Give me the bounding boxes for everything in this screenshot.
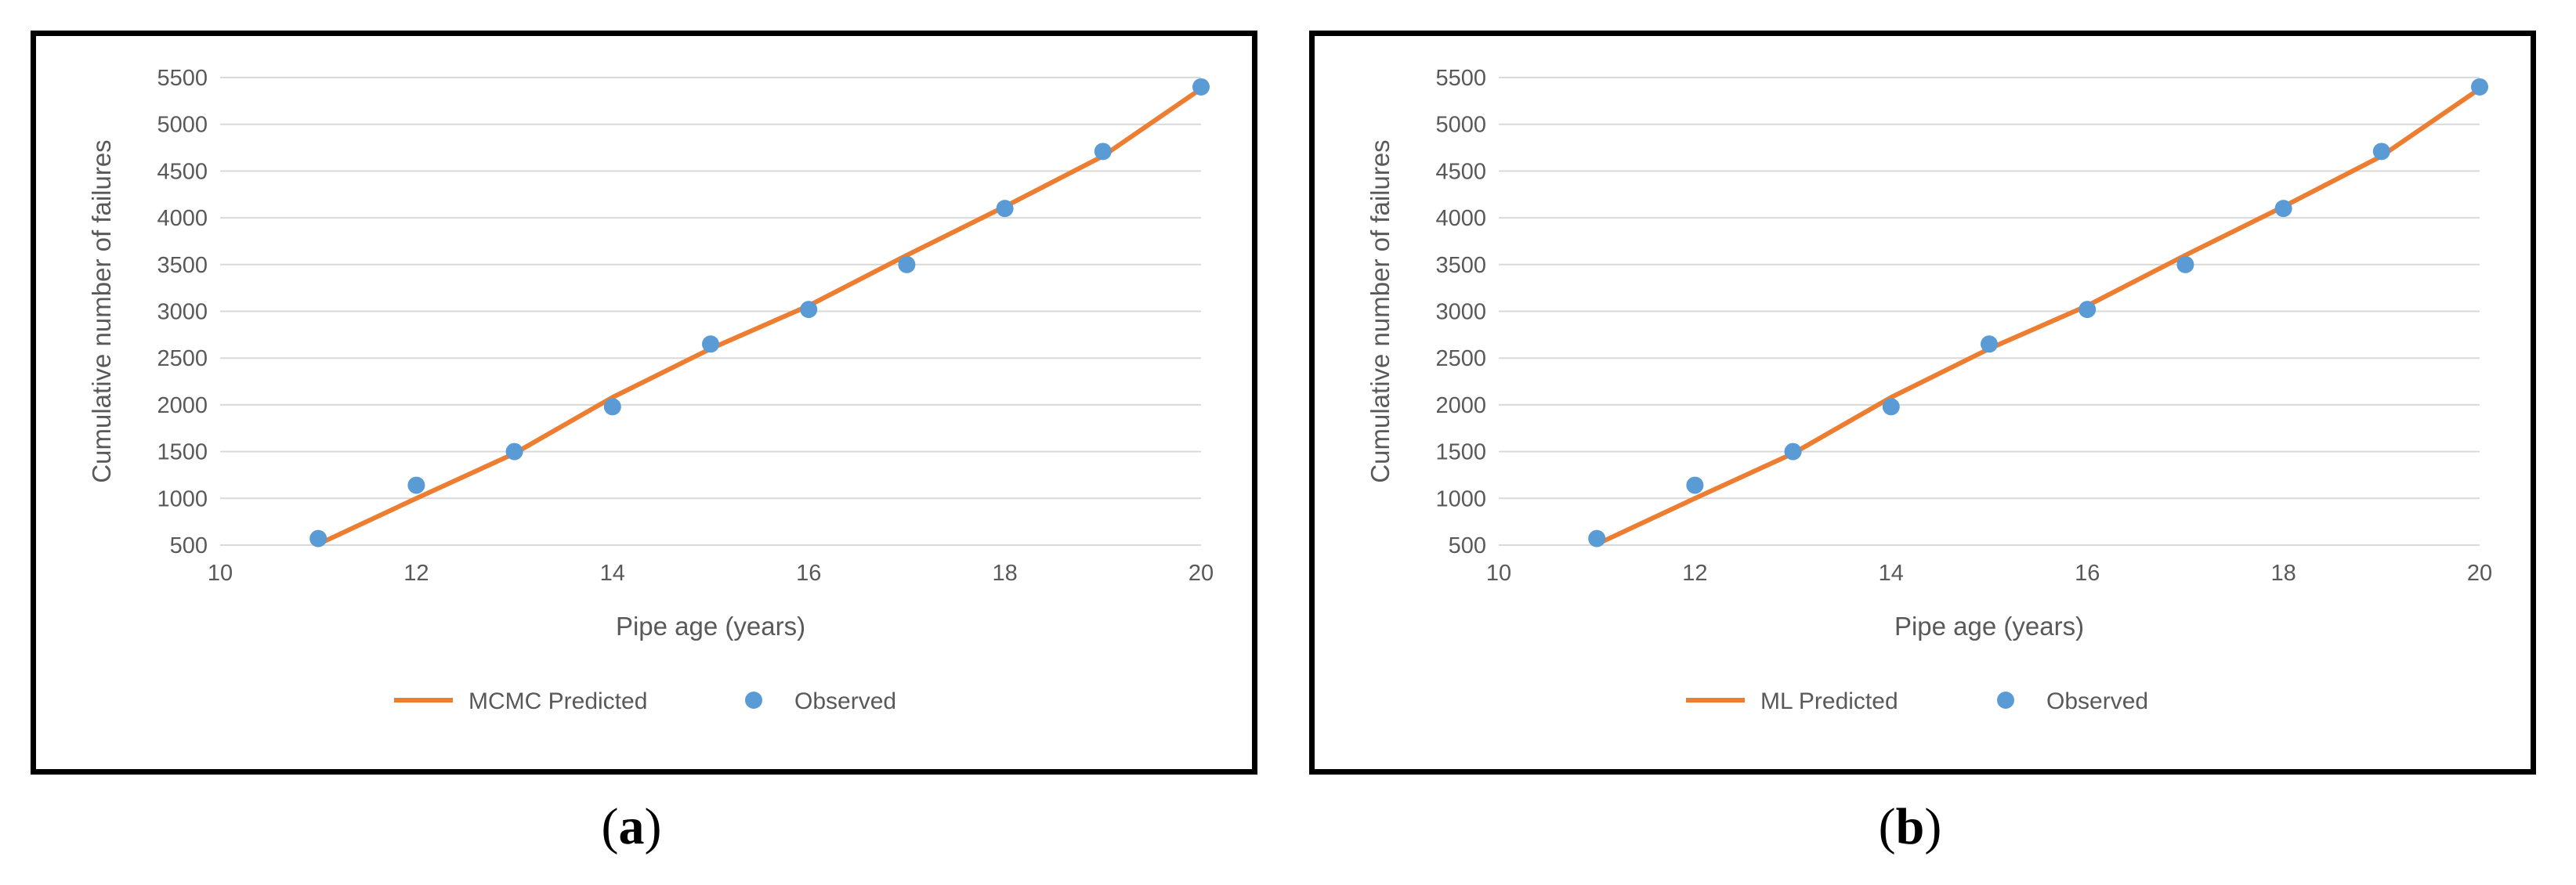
chart-a-series-1-point: [898, 255, 916, 273]
chart-a-series-1-point: [603, 398, 621, 416]
caption-a: (a): [601, 798, 662, 855]
chart-a-series-1-point: [800, 301, 818, 319]
chart-a-x-tick-label: 20: [1189, 561, 1214, 586]
chart-a-y-tick-label: 500: [170, 533, 208, 558]
chart-a-x-tick-label: 18: [992, 561, 1017, 586]
chart-b-series-1-point: [2079, 301, 2097, 319]
chart-a-legend-marker-swatch: [745, 692, 762, 709]
chart-b-x-axis-title: Pipe age (years): [1894, 612, 2084, 641]
chart-a-y-tick-label: 4500: [157, 159, 208, 184]
chart-b-x-tick-label: 16: [2075, 561, 2100, 586]
chart-a-x-tick-label: 12: [403, 561, 429, 586]
chart-b-y-tick-label: 4500: [1435, 159, 1486, 184]
chart-b-x-tick-label: 12: [1682, 561, 1707, 586]
chart-a-series-1-point: [505, 442, 523, 461]
chart-a-y-tick-label: 5000: [157, 113, 208, 138]
chart-b-series-1-point: [2176, 255, 2194, 273]
chart-a-legend-label: MCMC Predicted: [469, 688, 647, 714]
chart-a-y-tick-label: 3000: [157, 300, 208, 325]
chart-a-x-axis-title: Pipe age (years): [616, 612, 805, 641]
chart-a-y-tick-label: 4000: [157, 206, 208, 231]
chart-b-series-1-point: [2471, 78, 2488, 96]
chart-b-y-tick-label: 1500: [1435, 440, 1486, 465]
caption-b: (b): [1878, 798, 1942, 855]
chart-b-y-tick-label: 2000: [1435, 393, 1486, 418]
chart-a-x-tick-label: 16: [796, 561, 821, 586]
chart-b-series-1-point: [2372, 143, 2390, 161]
chart-b-series-1-point: [2274, 200, 2292, 218]
chart-a-series-0-line: [316, 86, 1203, 547]
chart-b-x-tick-label: 18: [2270, 561, 2296, 586]
chart-a-series-1-point: [309, 529, 327, 547]
chart-a-y-tick-label: 3500: [157, 253, 208, 278]
chart-b-x-tick-label: 10: [1486, 561, 1511, 586]
chart-a-series-1-point: [1094, 143, 1112, 161]
chart-a-y-tick-label: 1500: [157, 440, 208, 465]
chart-b-x-tick-label: 14: [1879, 561, 1904, 586]
chart-b-legend-marker-swatch: [1997, 692, 2014, 709]
chart-a-series-1-point: [1192, 78, 1210, 96]
chart-b-series-1-point: [1882, 398, 1900, 416]
chart-a-series-1-point: [996, 200, 1014, 218]
chart-b-y-tick-label: 500: [1449, 533, 1486, 558]
chart-b-legend-label: ML Predicted: [1760, 688, 1898, 714]
caption-a-letter: a: [618, 798, 645, 855]
chart-panel-b: 500 1000 1500 2000 2500 3000 3500 4000 4500 5000 5…: [1309, 31, 2536, 775]
chart-b-y-tick-label: 5000: [1435, 113, 1486, 138]
chart-a-y-tick-label: 5500: [157, 66, 208, 91]
chart-a-y-tick-label: 2500: [157, 346, 208, 371]
chart-a-legend-label: Observed: [794, 688, 896, 714]
chart-b-series-1-point: [1981, 335, 1998, 353]
chart-b-series-1-point: [1588, 529, 1606, 547]
chart-b-legend-label: Observed: [2046, 688, 2148, 714]
chart-b-x-tick-label: 20: [2467, 561, 2492, 586]
chart-a-svg: 500 1000 1500 2000 2500 3000 3500 4000 4500 5000 5…: [87, 66, 1214, 714]
chart-a-x-tick-label: 10: [208, 561, 233, 586]
chart-a-y-tick-label: 1000: [157, 486, 208, 511]
chart-b-series-0-line: [1594, 86, 2482, 547]
chart-a-x-tick-label: 14: [600, 561, 625, 586]
caption-b-letter: b: [1895, 798, 1925, 855]
chart-b-svg: 500 1000 1500 2000 2500 3000 3500 4000 4500 5000 5…: [1366, 66, 2492, 714]
chart-b-y-tick-label: 5500: [1435, 66, 1486, 91]
chart-b-series-1-point: [1686, 476, 1704, 494]
chart-b-y-tick-label: 1000: [1435, 486, 1486, 511]
chart-a-y-tick-label: 2000: [157, 393, 208, 418]
chart-panel-a: 500 1000 1500 2000 2500 3000 3500 4000 4500 5000 5…: [31, 31, 1257, 775]
chart-a-series-1-point: [702, 335, 719, 353]
chart-a-y-axis-title: Cumulative number of failures: [87, 139, 116, 482]
chart-b-y-axis-title: Cumulative number of failures: [1366, 139, 1395, 482]
chart-b-y-tick-label: 3500: [1435, 253, 1486, 278]
chart-b-series-1-point: [1784, 442, 1802, 461]
chart-b-y-tick-label: 2500: [1435, 346, 1486, 371]
chart-b-y-tick-label: 3000: [1435, 300, 1486, 325]
chart-a-series-1-point: [407, 476, 425, 494]
chart-b-y-tick-label: 4000: [1435, 206, 1486, 231]
